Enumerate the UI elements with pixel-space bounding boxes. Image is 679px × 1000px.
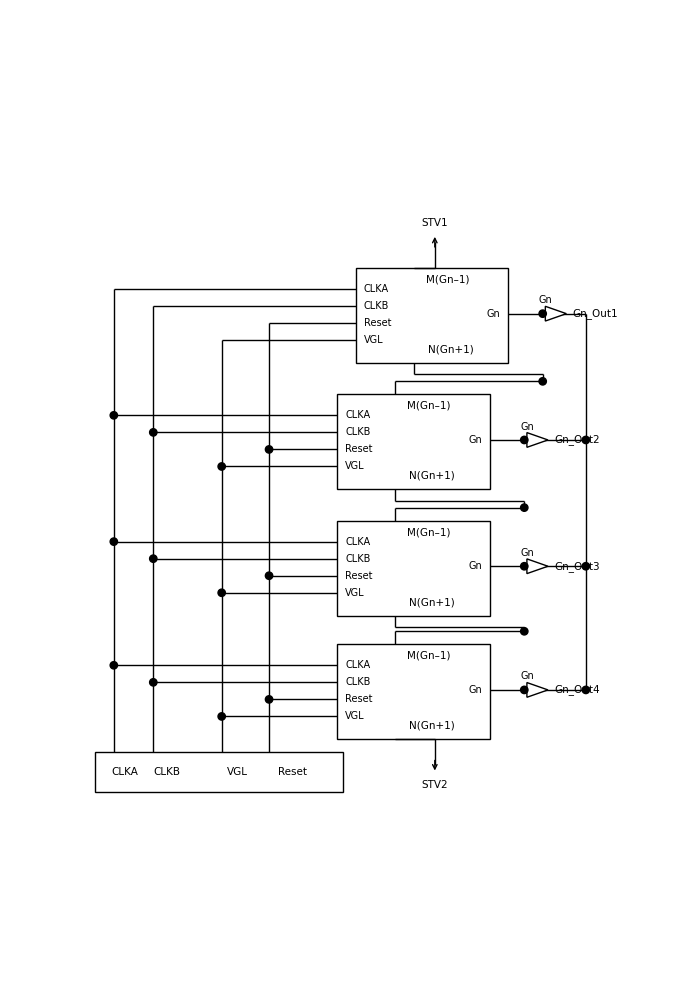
Circle shape (218, 589, 225, 596)
Bar (95, 752, 343, 792)
Polygon shape (545, 306, 566, 321)
Bar (337, 394, 490, 489)
Text: Gn: Gn (487, 309, 500, 319)
Text: Gn: Gn (520, 422, 534, 432)
Circle shape (110, 538, 117, 545)
Circle shape (521, 686, 528, 694)
Text: Gn_Out2: Gn_Out2 (554, 435, 600, 445)
Text: CLKB: CLKB (346, 677, 371, 687)
Circle shape (521, 504, 528, 511)
Circle shape (539, 310, 547, 317)
Circle shape (521, 436, 528, 444)
Bar (337, 644, 490, 739)
Text: N(Gn+1): N(Gn+1) (409, 721, 455, 731)
Text: VGL: VGL (346, 711, 365, 721)
Polygon shape (527, 683, 548, 697)
Text: Gn: Gn (469, 685, 482, 695)
Text: Reset: Reset (346, 571, 373, 581)
Circle shape (218, 463, 225, 470)
Polygon shape (527, 433, 548, 447)
Circle shape (149, 429, 157, 436)
Text: CLKB: CLKB (364, 301, 389, 311)
Circle shape (521, 563, 528, 570)
Text: VGL: VGL (364, 335, 384, 345)
Text: CLKA: CLKA (346, 537, 371, 547)
Circle shape (149, 555, 157, 562)
Text: Reset: Reset (364, 318, 391, 328)
Circle shape (521, 628, 528, 635)
Text: Gn_Out3: Gn_Out3 (554, 561, 600, 572)
Circle shape (582, 686, 589, 694)
Text: Reset: Reset (346, 694, 373, 704)
Circle shape (265, 696, 273, 703)
Text: Reset: Reset (346, 444, 373, 454)
Circle shape (265, 446, 273, 453)
Text: M(Gn–1): M(Gn–1) (407, 401, 451, 411)
Text: Gn: Gn (520, 548, 534, 558)
Text: M(Gn–1): M(Gn–1) (407, 527, 451, 537)
Text: CLKA: CLKA (346, 410, 371, 420)
Text: M(Gn–1): M(Gn–1) (407, 651, 451, 661)
Circle shape (218, 713, 225, 720)
Polygon shape (527, 559, 548, 574)
Text: VGL: VGL (346, 461, 365, 471)
Text: CLKB: CLKB (346, 427, 371, 437)
Text: CLKA: CLKA (111, 767, 138, 777)
Circle shape (110, 662, 117, 669)
Text: Reset: Reset (278, 767, 307, 777)
Text: VGL: VGL (227, 767, 248, 777)
Text: N(Gn+1): N(Gn+1) (428, 345, 473, 355)
Text: STV1: STV1 (422, 218, 448, 228)
Text: CLKB: CLKB (346, 554, 371, 564)
Text: Gn: Gn (538, 295, 552, 305)
Circle shape (582, 563, 589, 570)
Bar (337, 521, 490, 616)
Text: Gn_Out1: Gn_Out1 (572, 308, 619, 319)
Text: VGL: VGL (346, 588, 365, 598)
Text: CLKB: CLKB (153, 767, 180, 777)
Circle shape (539, 378, 547, 385)
Bar (356, 268, 509, 363)
Text: STV2: STV2 (422, 780, 448, 790)
Text: N(Gn+1): N(Gn+1) (409, 597, 455, 607)
Circle shape (110, 412, 117, 419)
Text: Gn_Out4: Gn_Out4 (554, 684, 600, 695)
Text: Gn: Gn (469, 435, 482, 445)
Text: N(Gn+1): N(Gn+1) (409, 471, 455, 481)
Text: CLKA: CLKA (364, 284, 389, 294)
Text: Gn: Gn (520, 671, 534, 681)
Text: CLKA: CLKA (346, 660, 371, 670)
Text: Gn: Gn (469, 561, 482, 571)
Text: M(Gn–1): M(Gn–1) (426, 275, 469, 285)
Circle shape (265, 572, 273, 579)
Circle shape (582, 436, 589, 444)
Circle shape (149, 679, 157, 686)
